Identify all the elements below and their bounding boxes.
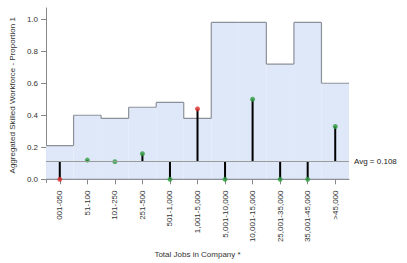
svg-text:0.0: 0.0: [27, 175, 39, 184]
svg-text:1,001-5,000: 1,001-5,000: [193, 190, 202, 233]
svg-text:251-500: 251-500: [138, 190, 147, 220]
svg-text:>45,000: >45,000: [331, 190, 340, 220]
svg-text:501-1,000: 501-1,000: [165, 190, 174, 227]
svg-text:Total Jobs in Company *: Total Jobs in Company *: [154, 250, 240, 259]
svg-text:LDL: LDL: [353, 173, 368, 182]
svg-text:5,001-10,000: 5,001-10,000: [221, 190, 230, 238]
svg-text:0.4: 0.4: [27, 111, 39, 120]
svg-text:0.6: 0.6: [27, 79, 39, 88]
svg-text:0.8: 0.8: [27, 47, 39, 56]
svg-text:35,001-45,000: 35,001-45,000: [303, 190, 312, 242]
svg-text:51-100: 51-100: [83, 190, 92, 215]
svg-text:Avg = 0.108: Avg = 0.108: [354, 157, 397, 166]
svg-text:1.0: 1.0: [27, 15, 39, 24]
svg-text:Aggregated Skilled Workforce -: Aggregated Skilled Workforce - Proportio…: [8, 17, 17, 174]
svg-text:101-250: 101-250: [110, 190, 119, 220]
svg-text:001-050: 001-050: [55, 190, 64, 220]
svg-text:10,001-15,000: 10,001-15,000: [248, 190, 257, 242]
svg-text:25,001-35,000: 25,001-35,000: [276, 190, 285, 242]
svg-text:UDL: UDL: [353, 79, 370, 88]
svg-text:0.2: 0.2: [27, 143, 39, 152]
